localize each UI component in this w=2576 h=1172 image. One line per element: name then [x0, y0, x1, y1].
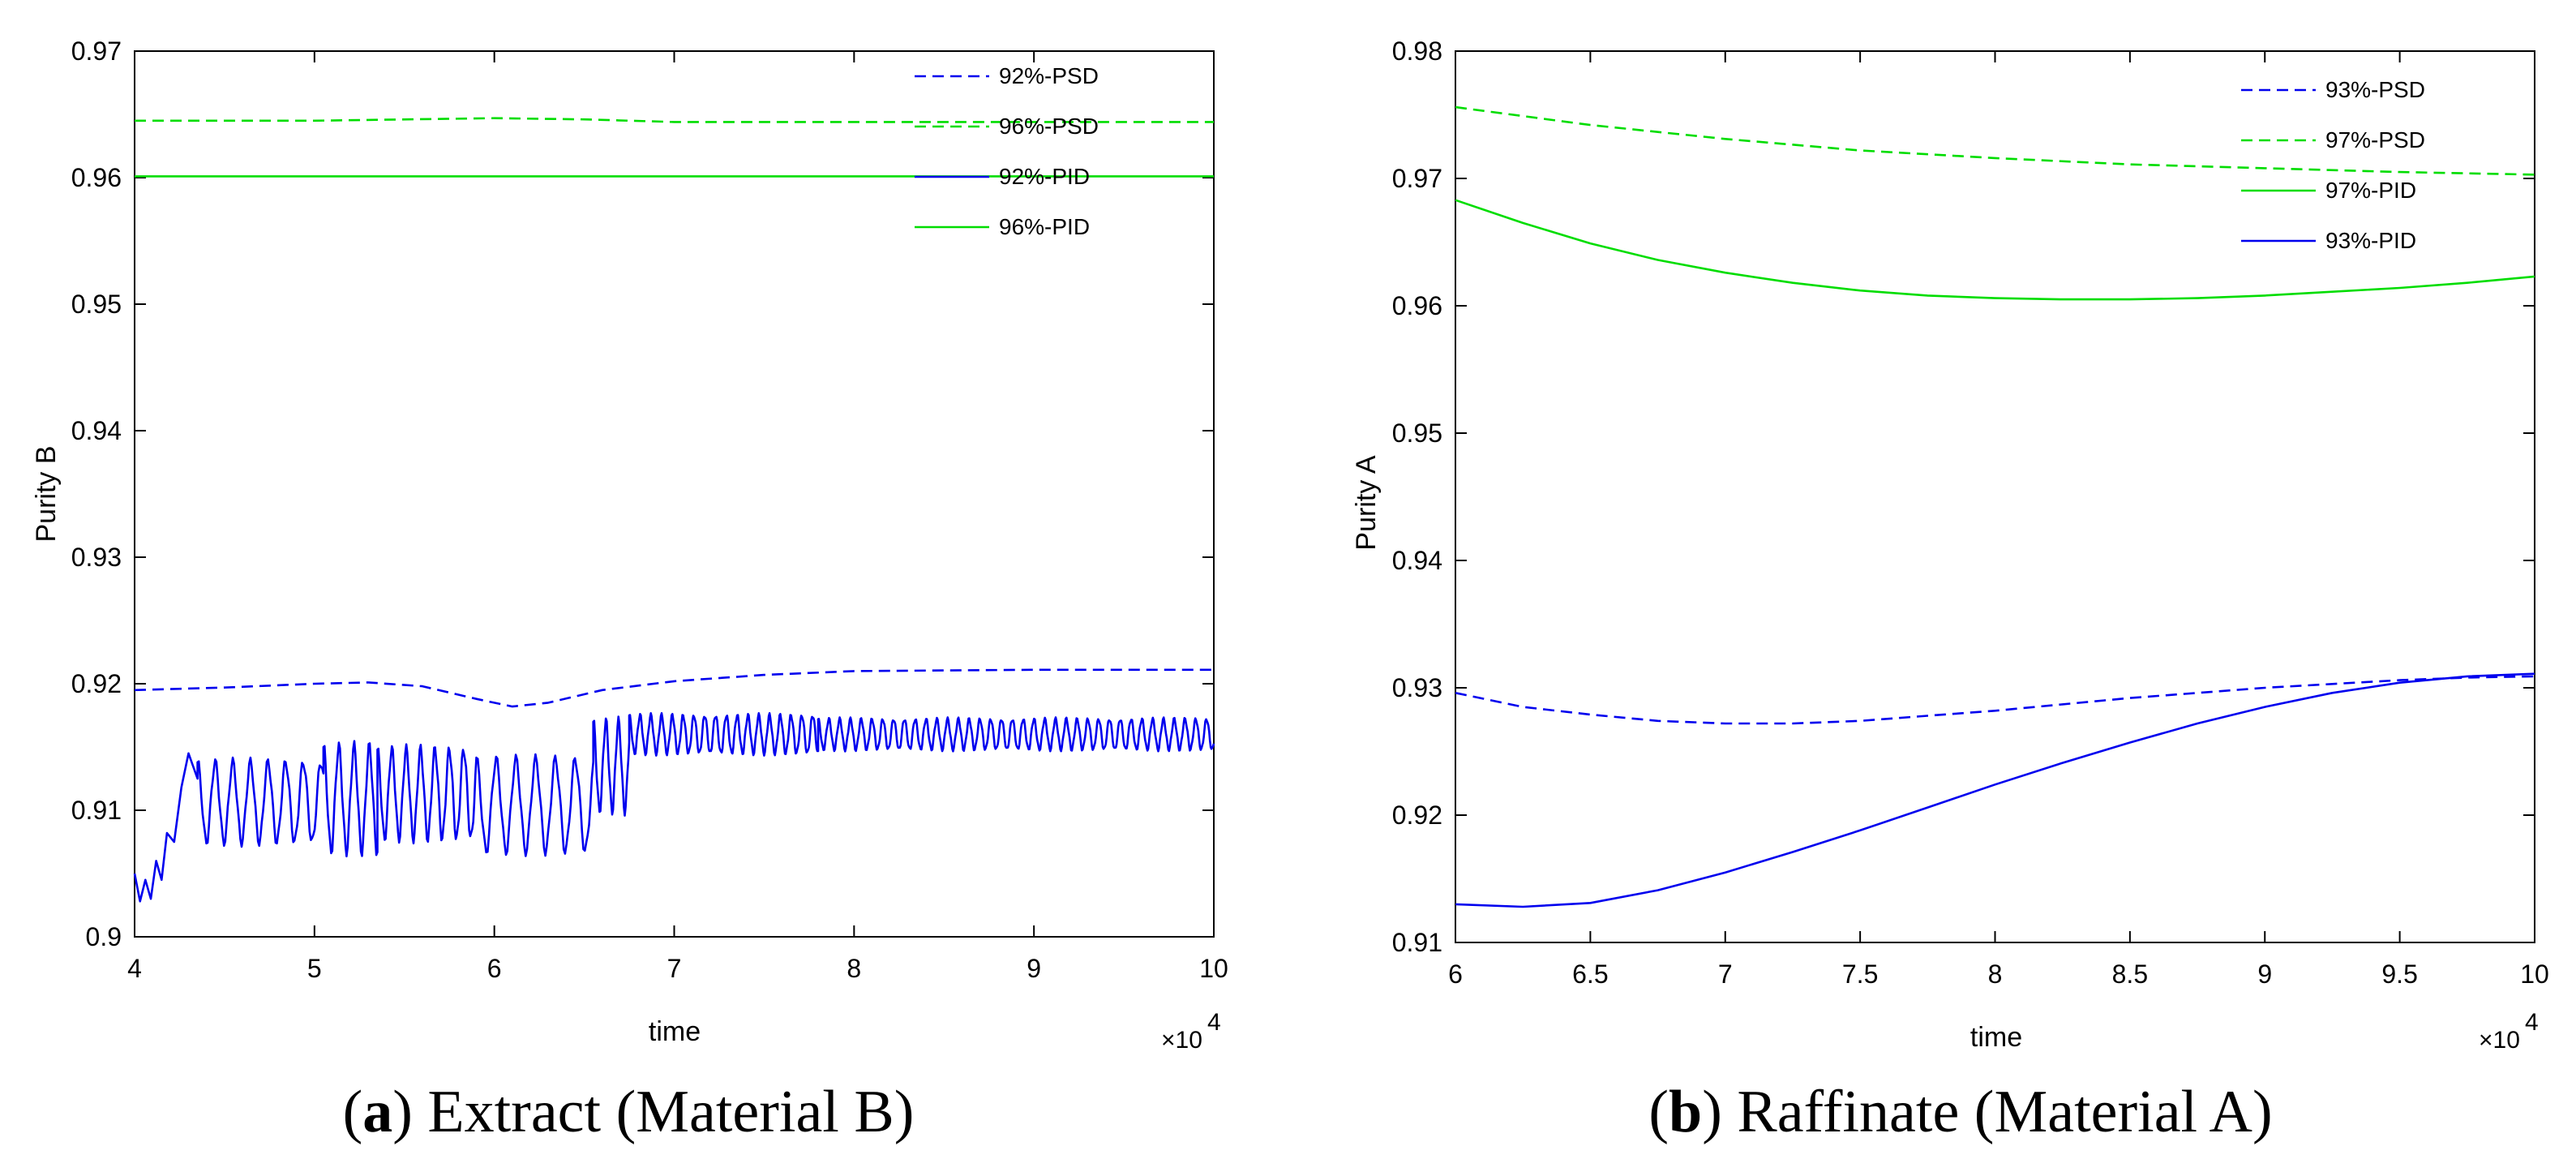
y-tick-label-b-3: 0.94 — [1392, 546, 1442, 575]
x-axis-label-b: time — [1970, 1022, 2022, 1053]
x-tick-label-a-6: 10 — [1199, 954, 1228, 983]
series-line-a-92pct-pid — [133, 712, 1215, 903]
y-tick-label-a-6: 0.96 — [71, 163, 122, 192]
legend-label-b-1: 97%-PSD — [2325, 127, 2425, 152]
y-tick-label-a-4: 0.94 — [71, 416, 122, 445]
x-tick-label-b-8: 10 — [2520, 959, 2549, 989]
x-tick-label-a-0: 4 — [127, 954, 142, 983]
x-multiplier-text-a: ×10 — [1161, 1027, 1202, 1054]
x-multiplier-a: ×10 4 — [1161, 1009, 1221, 1054]
y-tick-label-b-7: 0.98 — [1392, 36, 1442, 66]
caption-a-letter: a — [362, 1079, 392, 1145]
y-tick-label-b-0: 0.91 — [1392, 928, 1442, 957]
legend-label-a-1: 96%-PSD — [999, 114, 1099, 139]
y-tick-label-b-6: 0.97 — [1392, 164, 1442, 193]
y-axis-label-a: Purity B — [31, 445, 62, 542]
x-tick-label-b-2: 7 — [1718, 959, 1733, 989]
y-tick-label-a-3: 0.93 — [71, 543, 122, 572]
y-tick-label-a-5: 0.95 — [71, 290, 122, 319]
x-tick-label-a-1: 5 — [307, 954, 322, 983]
caption-b-text: Raffinate (Material A) — [1737, 1079, 2272, 1145]
series-line-b-97pct-pid — [1455, 199, 2535, 301]
series-line-b-93pct-psd — [1455, 675, 2535, 725]
series-line-a-92pct-psd — [134, 668, 1214, 708]
x-tick-label-a-4: 8 — [847, 954, 861, 983]
caption-b: (b) Raffinate (Material A) — [1648, 1079, 2272, 1145]
y-axis-label-b: Purity A — [1351, 455, 1382, 550]
legend-label-a-3: 96%-PID — [999, 214, 1090, 239]
y-tick-label-b-1: 0.92 — [1392, 801, 1442, 830]
legend-label-b-2: 97%-PID — [2325, 178, 2416, 203]
legend-label-a-2: 92%-PID — [999, 164, 1090, 189]
panel-b: 6 6.5 7 7.5 8 8.5 9 9.5 10 0.91 0.92 0.93 0.94 0.95 0.… — [1351, 36, 2549, 1145]
x-tick-label-b-6: 9 — [2257, 959, 2272, 989]
panel-a: 4 5 6 7 8 9 100.90.910.920.930.940.950.960.97 … — [31, 36, 1228, 1145]
x-tick-label-b-0: 6 — [1448, 959, 1463, 989]
y-tick-label-b-5: 0.96 — [1392, 291, 1442, 320]
legend-label-b-0: 93%-PSD — [2325, 77, 2425, 102]
x-exponent-b: 4 — [2525, 1009, 2539, 1036]
caption-a: (a) Extract (Material B) — [343, 1079, 915, 1145]
legend-label-a-0: 92%-PSD — [999, 63, 1099, 88]
x-tick-label-b-4: 8 — [1988, 959, 2003, 989]
x-tick-label-b-5: 8.5 — [2112, 959, 2148, 989]
series-line-b-97pct-psd — [1455, 105, 2535, 176]
x-tick-label-a-2: 6 — [487, 954, 502, 983]
y-tick-label-a-1: 0.91 — [71, 796, 122, 825]
series-line-b-93pct-pid — [1455, 672, 2535, 908]
caption-a-text: Extract (Material B) — [427, 1079, 914, 1145]
x-tick-label-b-1: 6.5 — [1572, 959, 1608, 989]
x-tick-label-a-5: 9 — [1027, 954, 1041, 983]
x-exponent-a: 4 — [1207, 1009, 1221, 1036]
x-tick-label-b-3: 7.5 — [1842, 959, 1878, 989]
y-tick-label-a-7: 0.97 — [71, 36, 122, 66]
x-multiplier-text-b: ×10 — [2479, 1027, 2520, 1054]
x-multiplier-b: ×10 4 — [2479, 1009, 2539, 1054]
y-tick-label-a-2: 0.92 — [71, 669, 122, 698]
legend-label-b-3: 93%-PID — [2325, 228, 2416, 253]
x-tick-label-b-7: 9.5 — [2381, 959, 2417, 989]
y-tick-label-a-0: 0.9 — [86, 922, 122, 951]
caption-b-letter: b — [1669, 1079, 1702, 1145]
y-tick-label-b-2: 0.93 — [1392, 673, 1442, 702]
y-tick-label-b-4: 0.95 — [1392, 419, 1442, 448]
x-axis-label-a: time — [649, 1016, 701, 1047]
x-tick-label-a-3: 7 — [667, 954, 682, 983]
